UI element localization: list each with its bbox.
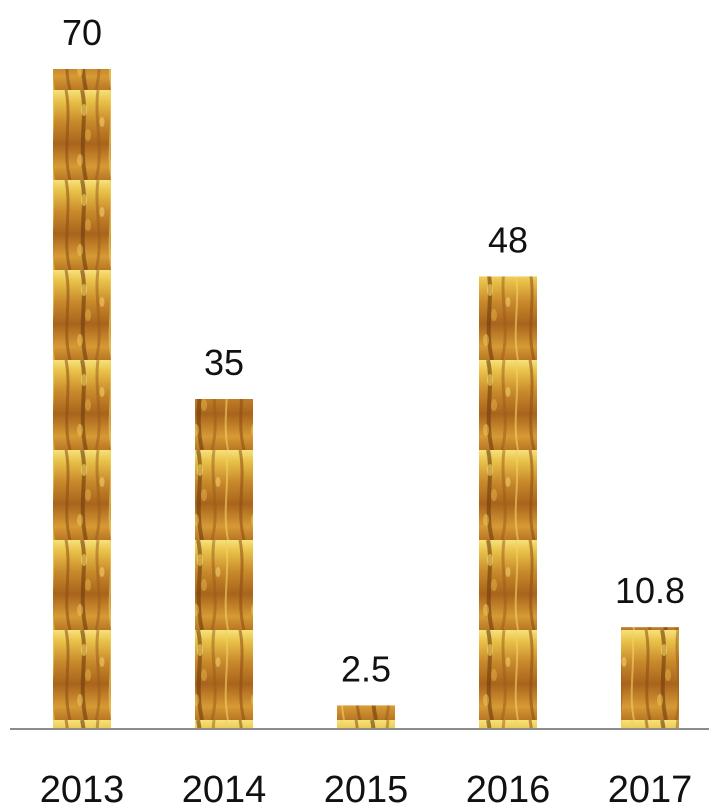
data-label-2015: 2.5	[341, 648, 391, 689]
x-tick-label-2017: 2017	[608, 769, 693, 810]
bars-group	[53, 69, 679, 729]
data-label-2017: 10.8	[615, 570, 685, 611]
x-tick-label-2013: 2013	[40, 769, 125, 810]
data-label-2014: 35	[204, 342, 244, 383]
data-labels-group: 70 35 2.5 48 10.8	[62, 12, 685, 689]
bar-2015	[337, 705, 395, 729]
bar-2013	[53, 69, 111, 729]
bar-2017	[621, 627, 679, 729]
x-tick-label-2016: 2016	[466, 769, 551, 810]
data-label-2016: 48	[488, 219, 528, 260]
x-tick-labels-group: 2013 2014 2015 2016 2017	[40, 769, 693, 810]
data-label-2013: 70	[62, 12, 102, 53]
x-tick-label-2014: 2014	[182, 769, 267, 810]
bar-2014	[195, 399, 253, 729]
x-tick-label-2015: 2015	[324, 769, 409, 810]
bar-2016	[479, 276, 537, 729]
